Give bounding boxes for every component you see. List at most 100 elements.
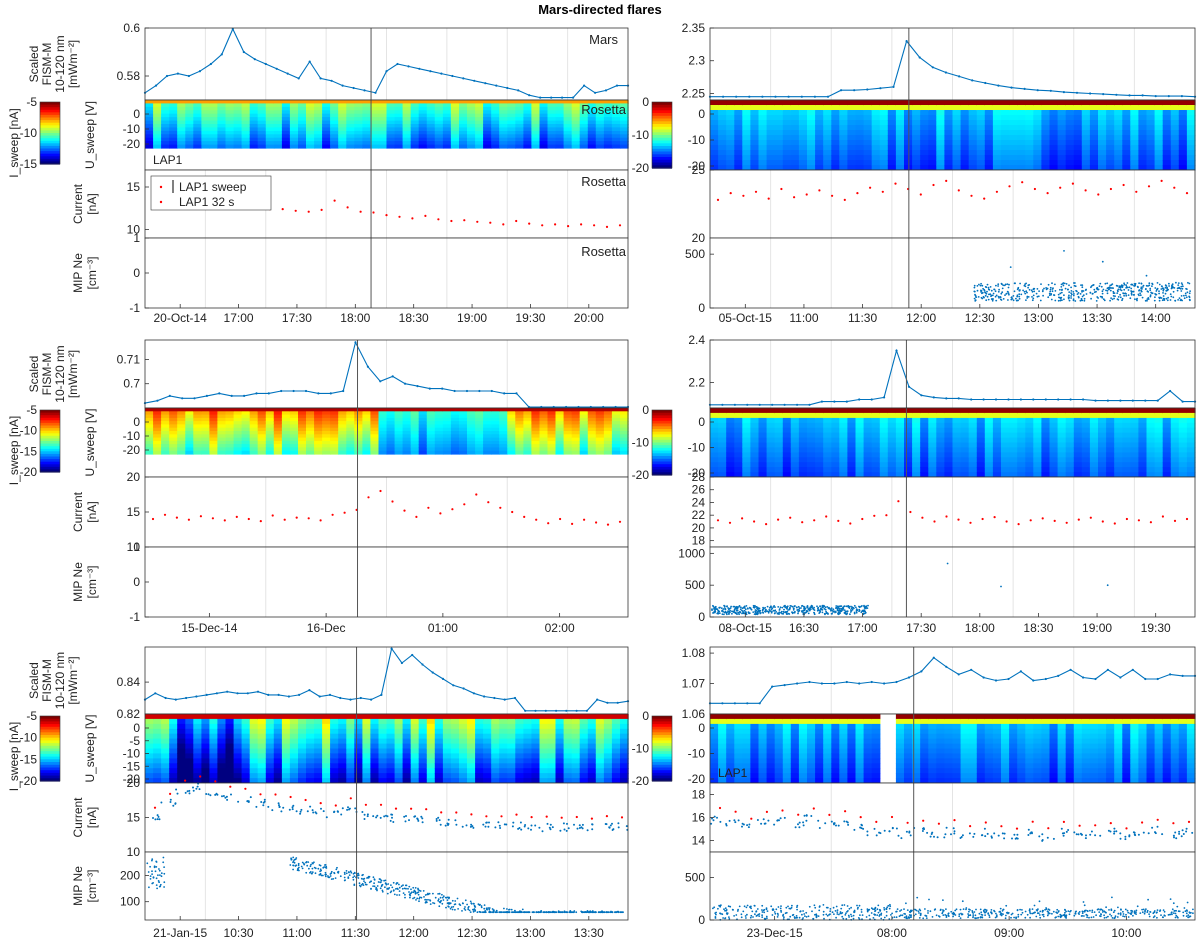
sweep-cell xyxy=(434,103,444,108)
mip-ne-point xyxy=(745,613,748,616)
sweep-cell xyxy=(1001,105,1010,111)
sweep-cell xyxy=(1106,427,1115,434)
current-ytick-label: 20 xyxy=(127,470,141,484)
sweep-cell xyxy=(378,424,388,429)
sweep-cell xyxy=(782,467,792,473)
sweep-cell xyxy=(871,125,881,131)
mip-ne-point xyxy=(1073,293,1075,295)
sweep-cell xyxy=(281,414,291,419)
sweep-cell xyxy=(233,440,243,445)
sweep-cell xyxy=(185,124,194,128)
sweep-cell xyxy=(539,130,549,135)
sweep-cell xyxy=(249,424,259,429)
mip-ne-point xyxy=(974,299,977,302)
fism-ytick-label: 0.7 xyxy=(123,377,140,391)
sweep-cell xyxy=(378,414,388,419)
sweep-cell xyxy=(507,103,516,108)
sweep-cell xyxy=(241,427,251,432)
sweep-cell xyxy=(976,130,986,136)
sweep-cell xyxy=(426,437,436,442)
sweep-cell xyxy=(499,434,508,439)
fism-flux-point xyxy=(404,382,407,385)
sweep-cell xyxy=(265,434,275,439)
mip-ne-point xyxy=(1160,285,1163,287)
sweep-cell xyxy=(1057,462,1067,468)
sweep-cell xyxy=(346,117,355,122)
current-32s-point xyxy=(295,516,298,519)
sweep-cell xyxy=(547,434,557,439)
sweep-cell xyxy=(1073,115,1083,121)
sweep-cell xyxy=(952,437,962,444)
sweep-cell xyxy=(386,450,396,455)
sweep-cell xyxy=(976,452,986,458)
sweep-cell xyxy=(1170,100,1180,106)
colorbar-segment xyxy=(40,459,60,463)
sweep-cell xyxy=(330,444,339,448)
sweep-cell xyxy=(273,141,283,146)
sweep-cell xyxy=(273,103,283,108)
sweep-cell xyxy=(1081,462,1091,468)
sweep-cell xyxy=(185,127,194,132)
sweep-cell xyxy=(442,134,452,139)
sweep-cell xyxy=(766,150,776,156)
fism-flux-point xyxy=(473,79,476,82)
sweep-cell xyxy=(426,421,436,425)
mip-ne-point xyxy=(764,606,766,609)
sweep-cell xyxy=(718,432,727,439)
sweep-cell xyxy=(161,134,170,139)
sweep-cell xyxy=(241,124,251,128)
sweep-cell xyxy=(547,437,557,442)
fism-flux-point xyxy=(440,72,443,75)
sweep-cell xyxy=(571,421,581,425)
sweep-cell xyxy=(823,100,832,106)
sweep-cell xyxy=(201,106,211,111)
sweep-cell xyxy=(265,106,275,111)
sweep-cell xyxy=(766,130,776,136)
sweep-cell xyxy=(807,155,816,161)
sweep-cell xyxy=(241,408,251,412)
sweep-cell xyxy=(459,137,468,142)
sweep-cell xyxy=(531,127,541,132)
sweep-cell xyxy=(145,440,154,445)
mip-ne-point xyxy=(980,291,982,293)
sweep-cell xyxy=(1009,437,1018,444)
sweep-cell xyxy=(1114,125,1123,131)
mip-ne-point xyxy=(1161,299,1164,302)
sweep-cell xyxy=(201,117,211,122)
fism-flux-point xyxy=(218,392,221,395)
sweep-cell xyxy=(450,124,460,128)
mip-ne-point xyxy=(805,609,808,612)
sweep-cell xyxy=(233,431,243,435)
sweep-cell xyxy=(153,106,162,111)
fism-flux-point xyxy=(1141,94,1144,97)
sweep-cell xyxy=(984,422,994,429)
mip-ne-point xyxy=(1168,282,1170,285)
mip-ne-point xyxy=(1077,292,1080,294)
sweep-cell xyxy=(1130,447,1139,453)
mip-ne-point xyxy=(1156,282,1159,284)
sweep-cell xyxy=(620,434,629,439)
sweep-cell xyxy=(386,144,396,149)
sweep-cell xyxy=(289,437,299,442)
sweep-cell xyxy=(507,130,516,135)
sweep-cell xyxy=(330,120,339,125)
sweep-cell xyxy=(289,110,299,115)
sweep-cell xyxy=(611,106,621,111)
sweep-cell xyxy=(1122,462,1131,468)
mip-ne-point xyxy=(843,609,846,611)
mip-ne-point xyxy=(985,286,988,289)
sweep-cell xyxy=(815,432,824,439)
fism-flux-point xyxy=(594,91,597,94)
sweep-cell xyxy=(1122,447,1131,453)
sweep-cell xyxy=(475,424,484,429)
current-32s-point xyxy=(856,192,859,195)
sweep-cell xyxy=(936,447,945,453)
sweep-cell xyxy=(1089,140,1099,146)
sweep-cell xyxy=(475,427,484,432)
mip-ne-point xyxy=(1128,286,1131,289)
sweep-cell xyxy=(241,447,251,452)
sweep-cell xyxy=(1138,467,1148,473)
sweep-cell xyxy=(426,106,436,111)
sweep-cell xyxy=(225,103,235,108)
sweep-cell xyxy=(507,106,516,111)
